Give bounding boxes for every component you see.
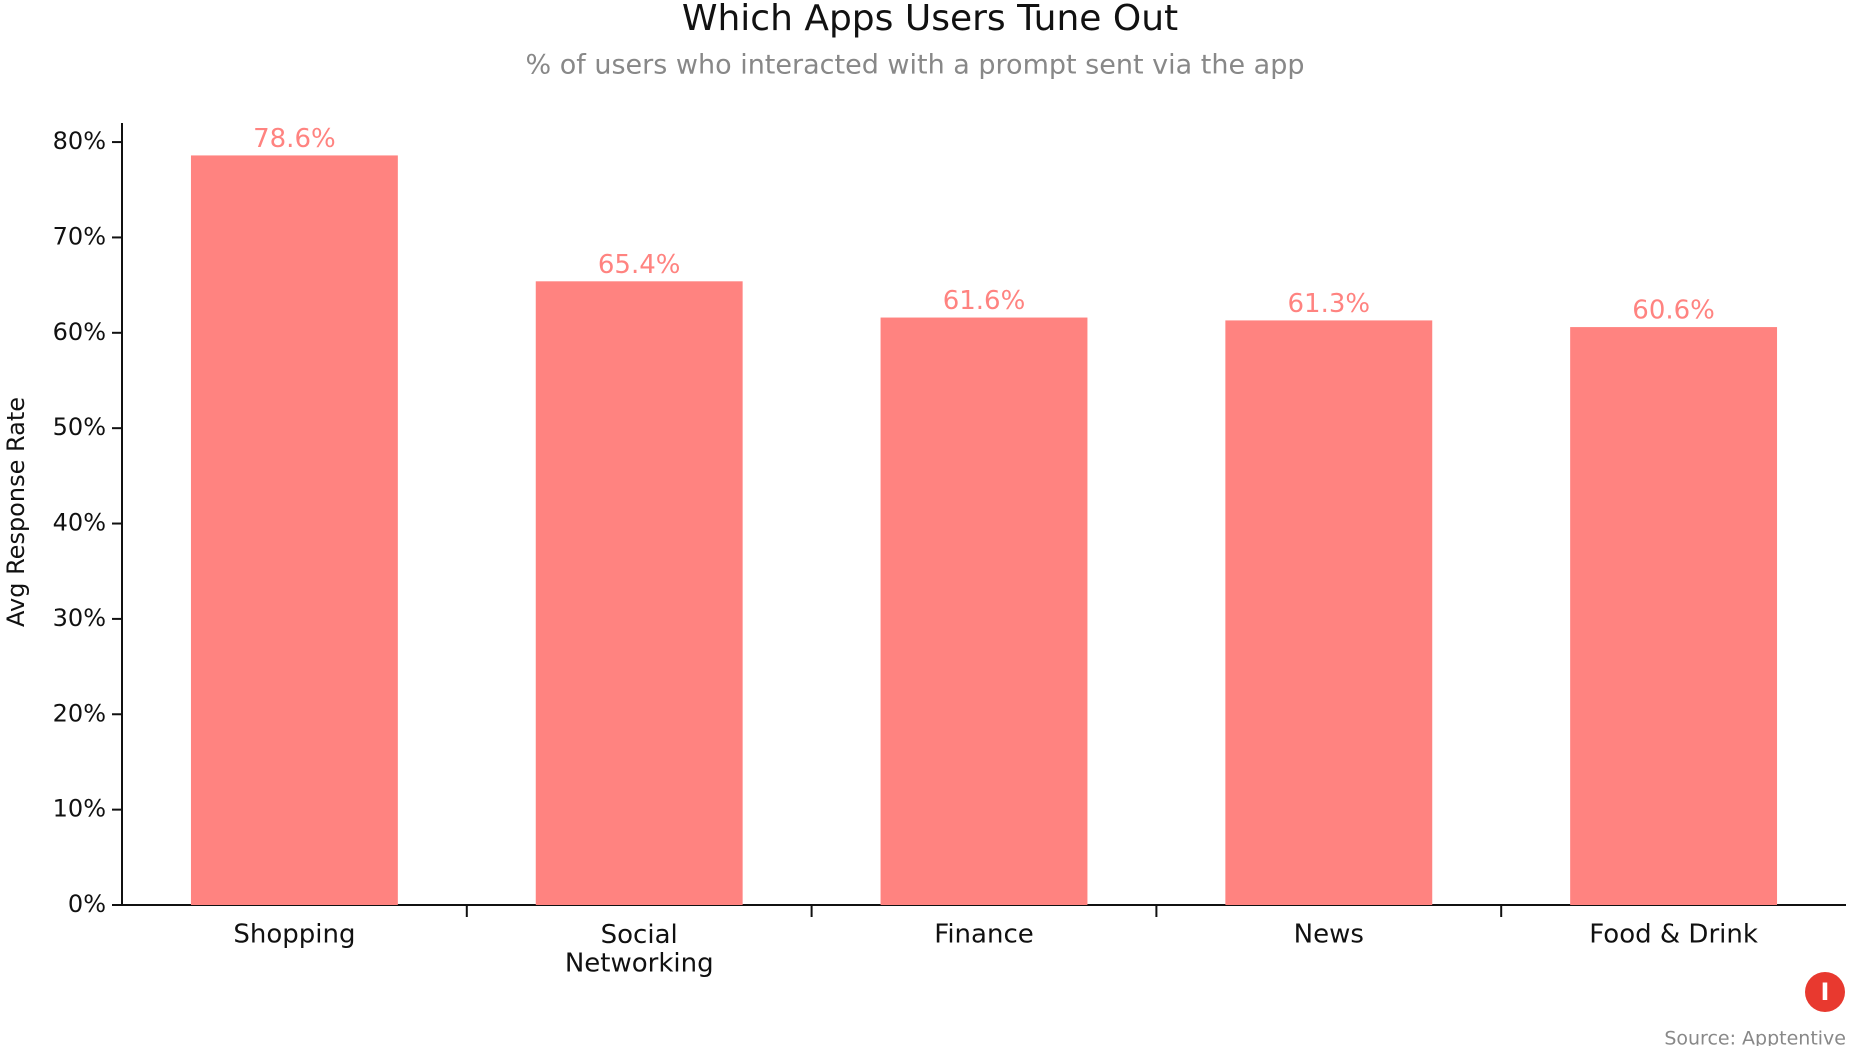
y-tick-label: 80%: [53, 127, 106, 155]
y-tick-label: 10%: [53, 795, 106, 823]
bar: [880, 317, 1088, 905]
value-label: 78.6%: [253, 124, 336, 154]
logo: [1805, 972, 1845, 1012]
bar: [1225, 320, 1433, 905]
x-tick-label: Finance: [934, 920, 1033, 950]
x-tick-label: Shopping: [233, 920, 355, 950]
y-axis-label: Avg Response Rate: [2, 397, 30, 627]
x-tick-label: News: [1294, 920, 1364, 950]
value-label: 65.4%: [598, 250, 681, 280]
y-tick-label: 50%: [53, 413, 106, 441]
chart-subtitle: % of users who interacted with a prompt …: [526, 50, 1305, 81]
y-tick-label: 30%: [53, 604, 106, 632]
x-tick-label: Social Networking: [565, 920, 714, 979]
value-label: 61.3%: [1287, 289, 1370, 319]
y-tick-label: 60%: [53, 318, 106, 346]
source: Source: Apptentive: [1664, 1028, 1846, 1046]
chart-title: Which Apps Users Tune Out: [682, 0, 1178, 39]
y-tick-label: 70%: [53, 222, 106, 250]
x-tick-label: Food & Drink: [1589, 920, 1758, 950]
y-tick-label: 40%: [53, 509, 106, 537]
bar: [190, 155, 398, 906]
bar: [1570, 327, 1778, 906]
logo-mark: I: [1821, 978, 1830, 1006]
value-label: 60.6%: [1632, 296, 1715, 326]
y-tick-label: 0%: [68, 890, 106, 918]
bar: [535, 281, 743, 905]
value-label: 61.6%: [943, 286, 1026, 316]
y-tick-label: 20%: [53, 699, 106, 727]
